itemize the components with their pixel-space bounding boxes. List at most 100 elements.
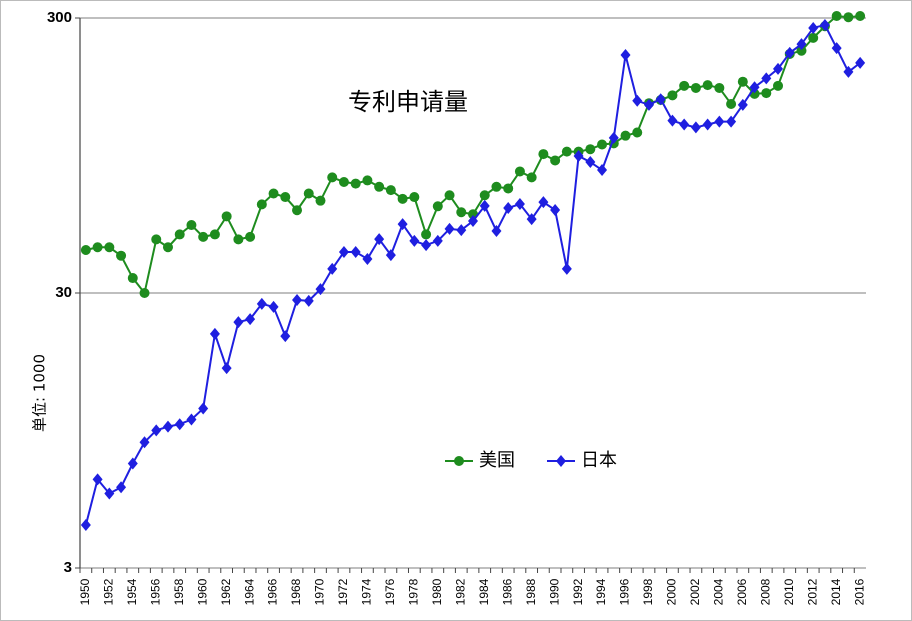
data-point — [233, 234, 244, 245]
x-tick-label: 1968 — [289, 578, 303, 605]
x-tick-label: 1954 — [125, 578, 139, 605]
data-point — [679, 118, 690, 131]
data-point — [221, 362, 232, 375]
data-point — [690, 121, 701, 134]
data-point — [444, 222, 455, 235]
x-tick-label: 1972 — [336, 578, 350, 605]
data-point — [162, 420, 173, 433]
legend-marker — [454, 456, 464, 466]
data-point — [233, 316, 244, 329]
data-point — [479, 190, 490, 201]
data-point — [256, 297, 267, 310]
x-tick-label: 1984 — [477, 578, 491, 605]
data-point — [292, 205, 303, 216]
data-point — [280, 192, 291, 203]
data-point — [268, 188, 279, 199]
data-point — [714, 115, 725, 128]
data-point — [221, 211, 232, 222]
data-point — [608, 131, 619, 144]
data-point — [104, 487, 115, 500]
data-point — [209, 327, 220, 340]
data-point — [561, 262, 572, 275]
data-point — [819, 18, 830, 31]
data-point — [303, 294, 314, 307]
x-tick-label: 1952 — [102, 578, 116, 605]
data-point — [714, 82, 725, 93]
data-point — [327, 172, 338, 183]
data-point — [116, 481, 127, 494]
data-point — [303, 188, 314, 199]
data-point — [702, 80, 713, 91]
x-tick-label: 1962 — [219, 578, 233, 605]
data-point — [315, 283, 326, 296]
data-point — [843, 65, 854, 78]
data-point — [702, 118, 713, 131]
x-tick-label: 1986 — [500, 578, 514, 605]
x-tick-label: 1966 — [266, 578, 280, 605]
data-point — [855, 11, 866, 22]
data-point — [479, 199, 490, 212]
legend-label: 日本 — [581, 450, 617, 471]
data-point — [620, 130, 631, 141]
data-point — [245, 231, 256, 242]
data-point — [162, 242, 173, 253]
data-point — [597, 139, 608, 150]
data-point — [92, 242, 103, 253]
data-point — [421, 239, 432, 252]
x-tick-label: 1964 — [242, 578, 256, 605]
data-point — [127, 457, 138, 470]
data-point — [491, 225, 502, 238]
x-tick-label: 2010 — [782, 578, 796, 605]
data-point — [585, 156, 596, 169]
data-point — [526, 213, 537, 226]
x-tick-label: 1956 — [148, 578, 162, 605]
data-point — [362, 175, 373, 186]
data-point — [350, 245, 361, 258]
legend-marker — [556, 455, 566, 467]
data-point — [667, 90, 678, 101]
data-point — [655, 93, 666, 106]
x-tick-label: 1950 — [78, 578, 92, 605]
data-point — [139, 288, 150, 298]
data-point — [538, 196, 549, 209]
data-point — [597, 164, 608, 177]
x-tick-label: 1978 — [407, 578, 421, 605]
y-tick-label: 30 — [55, 284, 72, 301]
data-point — [397, 218, 408, 231]
data-point — [409, 234, 420, 247]
data-point — [268, 300, 279, 313]
data-point — [503, 202, 514, 215]
data-point — [843, 12, 854, 23]
data-point — [151, 424, 162, 437]
data-point — [315, 195, 326, 206]
data-point — [350, 178, 361, 189]
data-point — [855, 56, 866, 69]
data-point — [139, 436, 150, 449]
data-point — [526, 172, 537, 183]
data-point — [550, 204, 561, 217]
data-point — [773, 62, 784, 75]
data-point — [514, 166, 525, 177]
data-point — [749, 81, 760, 94]
data-point — [726, 99, 737, 110]
data-point — [761, 88, 772, 99]
data-point — [80, 519, 91, 532]
data-point — [690, 82, 701, 93]
data-point — [186, 220, 197, 231]
data-point — [550, 155, 561, 166]
data-point — [620, 49, 631, 62]
chart-title: 专利申请量 — [348, 88, 468, 116]
data-point — [245, 313, 256, 326]
data-point — [92, 473, 103, 486]
data-point — [585, 144, 596, 155]
data-point — [209, 229, 220, 240]
x-tick-label: 2008 — [758, 578, 772, 605]
data-point — [831, 42, 842, 55]
data-point — [362, 252, 373, 265]
data-point — [198, 231, 209, 242]
data-point — [561, 146, 572, 157]
y-axis-label: 单位: 1000 — [31, 354, 49, 432]
data-point — [385, 249, 396, 262]
data-point — [796, 45, 807, 56]
data-point — [514, 198, 525, 211]
